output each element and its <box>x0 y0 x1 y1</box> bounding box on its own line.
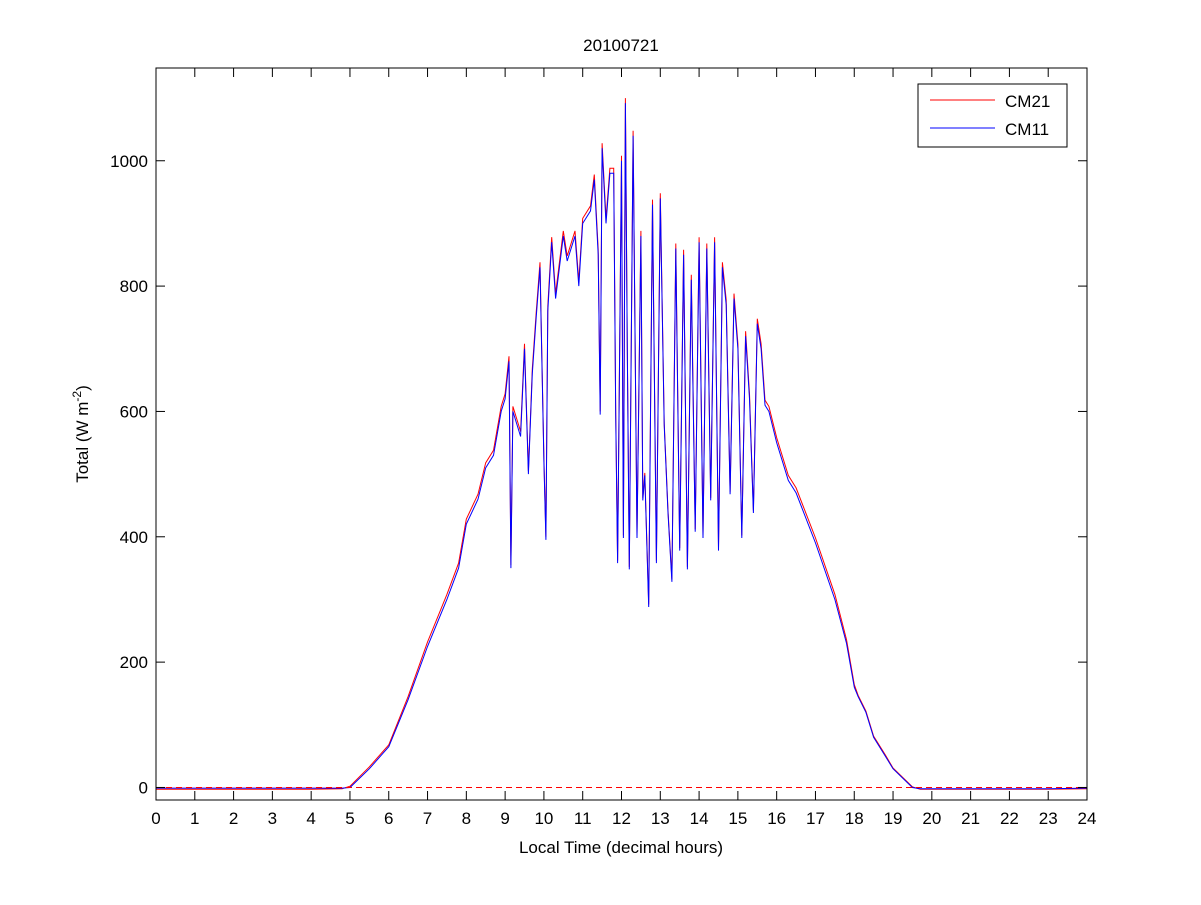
x-tick-label: 21 <box>961 809 980 828</box>
y-axis-label-main: Total (W m <box>73 402 92 483</box>
y-tick-label: 800 <box>120 277 148 296</box>
x-tick-label: 22 <box>1000 809 1019 828</box>
x-tick-label: 10 <box>534 809 553 828</box>
x-tick-label: 4 <box>306 809 315 828</box>
x-tick-label: 11 <box>574 809 592 828</box>
y-axis-label: Total (W m-2) <box>70 385 92 483</box>
x-tick-label: 2 <box>229 809 238 828</box>
y-tick-label: 0 <box>139 778 148 797</box>
x-tick-label: 5 <box>345 809 354 828</box>
x-tick-label: 23 <box>1039 809 1058 828</box>
x-tick-label: 6 <box>384 809 393 828</box>
x-tick-label: 20 <box>922 809 941 828</box>
x-tick-label: 17 <box>806 809 825 828</box>
y-tick-label: 200 <box>120 653 148 672</box>
chart-title: 20100721 <box>583 36 659 55</box>
x-tick-label: 18 <box>845 809 864 828</box>
y-axis-label-superscript: -2 <box>70 391 84 402</box>
y-tick-label: 1000 <box>110 152 148 171</box>
y-axis-label-close: ) <box>73 385 92 391</box>
x-tick-label: 24 <box>1078 809 1097 828</box>
x-tick-label: 12 <box>612 809 631 828</box>
legend: CM21 CM11 <box>917 83 1068 148</box>
x-tick-label: 1 <box>190 809 199 828</box>
x-tick-label: 3 <box>268 809 277 828</box>
x-tick-label: 14 <box>690 809 709 828</box>
x-tick-label: 8 <box>462 809 471 828</box>
legend-label-cm11: CM11 <box>1005 120 1049 139</box>
x-tick-label: 0 <box>151 809 160 828</box>
x-tick-label: 15 <box>728 809 747 828</box>
x-tick-label: 19 <box>884 809 903 828</box>
x-axis-label: Local Time (decimal hours) <box>519 838 723 857</box>
y-tick-label: 400 <box>120 528 148 547</box>
x-tick-label: 13 <box>651 809 670 828</box>
y-tick-label: 600 <box>120 402 148 421</box>
series-line-cm11 <box>156 103 1088 790</box>
axis-ticks: 0 1 2 3 4 5 6 7 8 9 10 11 12 13 14 15 16 17 18 19 20 21 22 23 24… <box>110 68 1096 828</box>
x-tick-label: 16 <box>767 809 786 828</box>
legend-box <box>917 83 1068 148</box>
x-tick-label: 9 <box>500 809 509 828</box>
legend-label-cm21: CM21 <box>1005 92 1050 111</box>
x-tick-label: 7 <box>423 809 432 828</box>
plot-area <box>156 98 1088 790</box>
